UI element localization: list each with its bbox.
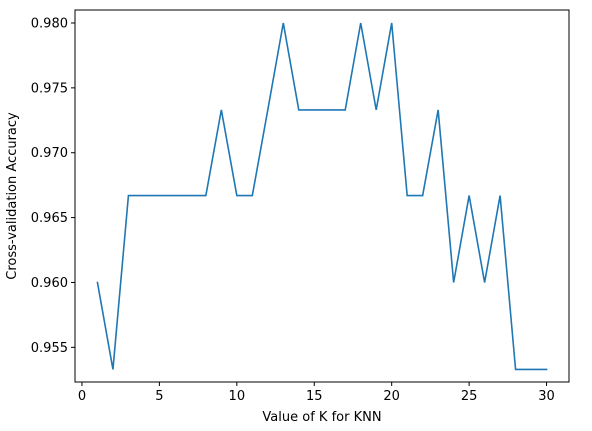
y-tick-label: 0.975: [31, 81, 68, 96]
ticks-layer: 0 5 10 15 20 25 30 0.955 0.960 0.965 0.970 0.975 0.9…: [31, 16, 555, 404]
y-tick-label: 0.965: [31, 211, 68, 226]
series-line: [96, 22, 548, 371]
x-tick-label: 15: [306, 389, 323, 404]
x-tick-label: 10: [229, 389, 246, 404]
y-tick-label: 0.955: [31, 341, 68, 356]
x-tick-label: 0: [78, 389, 86, 404]
x-tick-label: 5: [155, 389, 163, 404]
x-tick-label: 30: [538, 389, 555, 404]
x-axis-label: Value of K for KNN: [262, 410, 381, 425]
y-tick-label: 0.980: [31, 16, 68, 31]
x-tick-label: 25: [461, 389, 478, 404]
y-tick-label: 0.960: [31, 276, 68, 291]
x-tick-label: 20: [383, 389, 400, 404]
series-layer: [96, 22, 548, 371]
y-axis-label: Cross-validation Accuracy: [5, 112, 20, 280]
y-tick-label: 0.970: [31, 146, 68, 161]
plot-frame: [74, 9, 570, 383]
